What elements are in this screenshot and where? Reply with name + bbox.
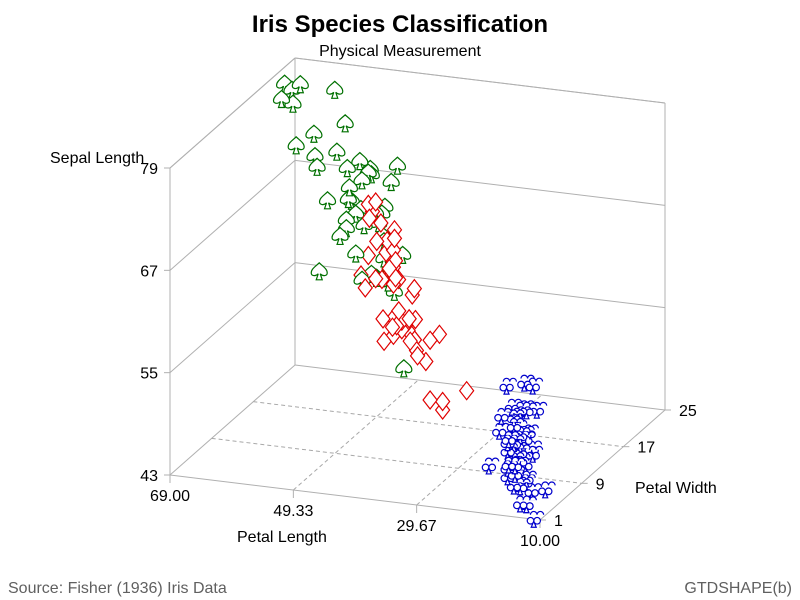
data-point-club	[525, 377, 544, 395]
y-axis-line	[539, 409, 666, 521]
data-point-club	[538, 481, 556, 499]
data-point-diamond	[409, 345, 426, 366]
data-point-spade	[336, 113, 354, 133]
data-points	[272, 74, 556, 528]
data-point-spade	[331, 226, 349, 246]
data-point-diamond	[368, 231, 385, 252]
axes-frame: 43 55 67 79 69.00 49.33 29.67 10.00 1 9 17 25	[140, 57, 697, 550]
left-wall-top-edge	[169, 57, 296, 169]
y-axis-tick-label: 17	[637, 440, 655, 457]
data-point-spade	[328, 142, 346, 161]
x-axis-line	[169, 474, 541, 521]
data-point-diamond	[390, 300, 407, 321]
data-point-diamond	[386, 228, 403, 249]
data-point-spade	[272, 89, 291, 109]
left-wall-gridline	[169, 159, 296, 271]
y-axis-tick-label: 25	[679, 403, 697, 420]
data-point-spade	[305, 124, 323, 143]
data-point-diamond	[367, 191, 384, 212]
data-point-spade	[347, 244, 365, 263]
y-axis-tick-label: 9	[596, 476, 605, 493]
data-point-club	[529, 401, 548, 419]
data-point-club	[492, 422, 510, 440]
data-point-diamond	[384, 317, 401, 338]
y-axis-label: Petal Width	[635, 480, 717, 497]
x-axis-label: Petal Length	[237, 529, 327, 546]
data-point-spade	[287, 135, 305, 155]
left-wall-gridline	[169, 262, 296, 374]
x-axis-tick-label: 29.67	[397, 518, 437, 535]
data-point-spade	[353, 170, 371, 190]
data-point-spade	[395, 358, 413, 378]
data-point-diamond	[357, 277, 374, 298]
data-point-diamond	[406, 278, 423, 299]
data-point-club	[494, 407, 512, 425]
data-point-club	[499, 377, 518, 395]
z-axis-tick-label: 67	[140, 263, 158, 280]
data-point-spade	[326, 80, 344, 99]
graph-id-footnote: GTDSHAPE(b)	[684, 580, 792, 597]
data-point-diamond	[458, 380, 475, 401]
data-point-spade	[308, 157, 326, 176]
data-point-spade	[351, 151, 369, 171]
data-point-spade	[382, 172, 400, 192]
data-point-diamond	[422, 330, 438, 351]
back-wall-top-edge	[294, 57, 666, 104]
data-point-diamond	[381, 258, 398, 279]
data-point-diamond	[373, 212, 389, 233]
data-point-club	[524, 483, 543, 501]
data-point-spade	[310, 261, 328, 281]
z-axis-tick-label: 43	[140, 468, 158, 485]
data-point-club	[526, 510, 545, 528]
left-wall-gridline	[169, 364, 296, 476]
data-point-club	[513, 495, 531, 513]
chart-title: Iris Species Classification	[252, 11, 548, 38]
data-point-diamond	[375, 308, 391, 329]
data-point-diamond	[402, 331, 418, 352]
data-point-spade	[338, 158, 356, 178]
data-point-club	[501, 431, 520, 449]
y-axis-tick-label: 1	[554, 513, 563, 530]
data-point-diamond	[401, 308, 417, 329]
x-axis-tick-label: 69.00	[150, 488, 190, 505]
data-point-club	[481, 457, 500, 475]
data-point-spade	[340, 177, 359, 197]
back-wall-gridline	[294, 262, 666, 309]
data-point-club	[525, 445, 544, 463]
data-point-spade	[388, 156, 407, 175]
z-axis-tick-label: 79	[140, 161, 158, 178]
data-point-club	[517, 374, 535, 392]
data-point-club	[506, 418, 525, 435]
x-axis-tick-label: 49.33	[273, 503, 313, 520]
data-point-diamond	[361, 208, 378, 229]
data-point-spade	[318, 190, 337, 210]
floor-gridline-y	[253, 401, 624, 448]
source-footnote: Source: Fisher (1936) Iris Data	[8, 580, 227, 597]
data-point-spade	[291, 74, 309, 94]
data-point-diamond	[367, 268, 384, 289]
data-point-diamond	[434, 391, 451, 412]
data-point-diamond	[422, 390, 438, 410]
back-wall-gridline	[294, 159, 666, 206]
data-point-diamond	[376, 331, 392, 352]
chart-subtitle: Physical Measurement	[319, 43, 481, 60]
z-axis-label: Sepal Length	[50, 150, 144, 167]
floor-gridline-x	[293, 379, 419, 491]
x-axis-tick-label: 10.00	[520, 533, 560, 550]
z-axis-tick-label: 55	[140, 366, 158, 383]
back-wall-gridline	[294, 364, 666, 411]
